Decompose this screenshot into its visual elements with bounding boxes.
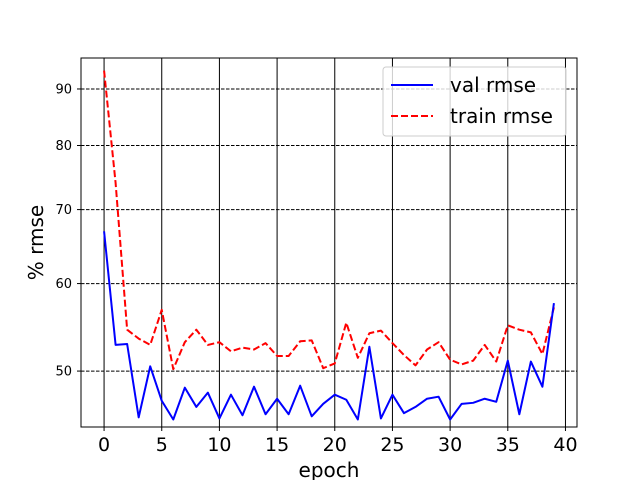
y-tick-label: 60 (55, 277, 72, 292)
x-axis-label: epoch (299, 458, 360, 480)
x-tick-label: 15 (265, 434, 289, 456)
series-line-val-rmse (103, 231, 555, 421)
x-tick-label: 10 (207, 434, 231, 456)
legend: val rmse train rmse (382, 66, 567, 137)
y-tick-label: 50 (55, 365, 72, 380)
x-tick-label: 35 (496, 434, 520, 456)
series-line-train-rmse (103, 70, 555, 371)
x-tick-label: 25 (380, 434, 404, 456)
x-tick-label: 30 (438, 434, 462, 456)
legend-label: train rmse (450, 104, 553, 128)
y-tick-label: 80 (55, 139, 72, 154)
x-tick-label: 5 (156, 434, 168, 456)
y-tick-label: 70 (55, 203, 72, 218)
x-tick-label: 20 (323, 434, 347, 456)
legend-label: val rmse (450, 73, 536, 97)
x-tick-label: 0 (98, 434, 110, 456)
y-tick-label: 90 (55, 82, 72, 97)
y-axis-label: % rmse (24, 205, 48, 280)
plot-frame (80, 57, 578, 428)
x-tick-label: 40 (553, 434, 577, 456)
series-lines (103, 70, 555, 421)
axis-ticks: 0 5 10 15 20 25 30 35 40 50 60 70 80 90 (55, 82, 577, 456)
